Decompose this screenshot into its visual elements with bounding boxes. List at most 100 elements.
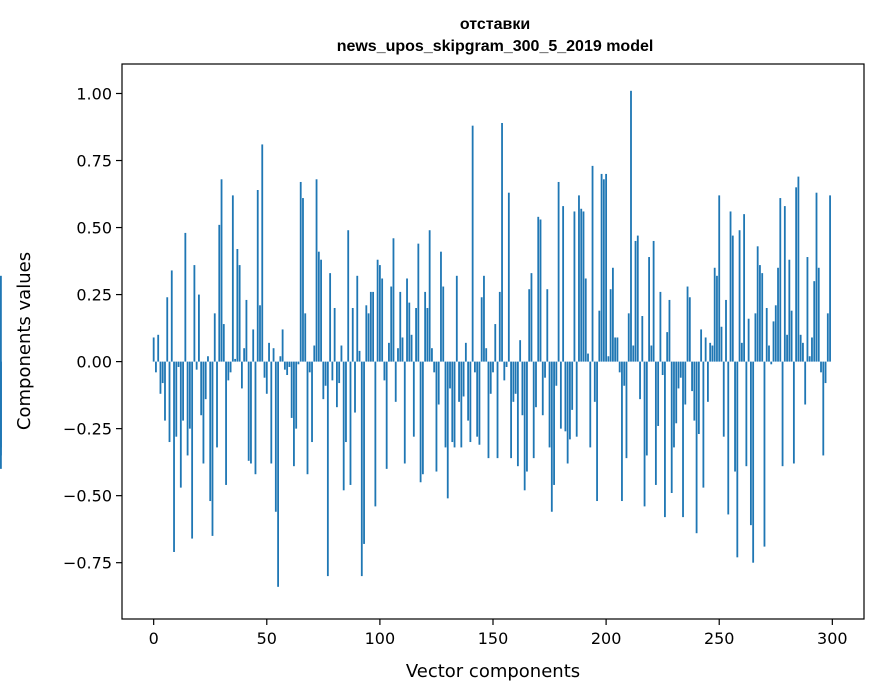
bar-29 (218, 224, 221, 362)
bar-198 (600, 173, 603, 362)
bar-252 (722, 361, 725, 437)
bar-83 (340, 345, 343, 362)
bar-143 (476, 361, 479, 437)
bar-105 (390, 286, 393, 362)
bar-102 (383, 361, 386, 381)
bar-187 (575, 361, 578, 437)
bar-19 (195, 361, 198, 370)
bar-190 (582, 211, 585, 362)
bar-115 (412, 361, 415, 437)
bar-214 (636, 235, 639, 362)
bar-293 (815, 192, 818, 362)
bar-288 (804, 361, 807, 405)
bar-284 (795, 187, 798, 362)
bar-69 (308, 361, 311, 373)
bar-210 (627, 313, 630, 362)
bar-0 (152, 337, 155, 362)
bar-240 (695, 361, 698, 534)
bar-13 (182, 361, 184, 421)
bar-165 (526, 361, 528, 472)
bar-113 (408, 302, 411, 362)
bar-96 (369, 291, 372, 362)
bar-174 (546, 289, 549, 362)
bar-223 (657, 361, 660, 426)
bar-250 (718, 195, 721, 362)
bar-166 (528, 289, 531, 362)
bar-63 (295, 361, 298, 429)
bar-244 (704, 337, 707, 362)
bar-228 (668, 299, 671, 362)
x-tick-label-300: 300 (817, 629, 848, 648)
bar-219 (648, 257, 650, 362)
bar-265 (752, 361, 755, 563)
bar-170 (537, 216, 540, 362)
x-axis-label: Vector components (406, 661, 580, 682)
bar-142 (474, 361, 476, 373)
bar-248 (713, 267, 716, 362)
bar-73 (317, 251, 320, 362)
bar-279 (783, 206, 786, 362)
bar-93 (363, 361, 365, 544)
bar-254 (727, 361, 730, 515)
bar-151 (494, 324, 497, 362)
bar-23 (204, 361, 207, 400)
bar-131 (449, 361, 451, 389)
bar-119 (421, 361, 424, 475)
bar-68 (306, 361, 309, 475)
bar-3 (159, 361, 162, 394)
bar-138 (464, 342, 467, 362)
bar-164 (523, 361, 526, 491)
bar-222 (654, 361, 657, 485)
bar-141 (471, 125, 474, 362)
bar-110 (401, 337, 404, 362)
bar-233 (679, 361, 682, 378)
bar-75 (322, 361, 325, 400)
bar-55 (277, 361, 279, 587)
bar-259 (738, 230, 741, 362)
bar-33 (227, 361, 230, 381)
bar-51 (268, 342, 270, 362)
bar-146 (483, 275, 485, 362)
bar-101 (381, 278, 384, 362)
y-tick-label-4: 0.25 (76, 286, 112, 305)
bar-221 (652, 240, 655, 362)
bar-249 (716, 275, 718, 362)
bar-234 (682, 361, 684, 518)
bar-256 (731, 235, 734, 362)
bar-109 (399, 291, 402, 362)
bar-263 (747, 318, 750, 362)
bar-127 (440, 251, 442, 362)
bar-89 (354, 361, 356, 413)
bar-206 (618, 361, 621, 373)
bar-148 (487, 361, 490, 459)
bar-107 (394, 361, 397, 402)
bar-65 (299, 181, 302, 362)
bar-193 (589, 361, 592, 448)
bar-272 (768, 345, 770, 362)
chart-subtitle: news_upos_skipgram_300_5_2019 model (337, 38, 654, 55)
bar-158 (510, 361, 512, 459)
bar-241 (697, 361, 700, 434)
bar-122 (428, 230, 431, 362)
bar-108 (397, 348, 399, 362)
bar-175 (548, 361, 551, 448)
bar-90 (356, 275, 359, 362)
bar-1 (155, 361, 157, 373)
bar-224 (659, 291, 662, 362)
bar-82 (338, 361, 341, 384)
bar-276 (777, 267, 779, 362)
bar-283 (792, 361, 795, 464)
bar-149 (489, 361, 492, 394)
bar-297 (824, 361, 827, 384)
bar-123 (431, 348, 433, 362)
bar-11 (177, 361, 180, 367)
bar-230 (673, 361, 675, 448)
bar-112 (406, 278, 408, 362)
bar-179 (557, 181, 560, 362)
bar-203 (611, 267, 614, 362)
bar-34 (229, 361, 232, 373)
bar-7 (168, 361, 171, 443)
bar-295 (820, 361, 822, 373)
bar-111 (403, 361, 406, 464)
